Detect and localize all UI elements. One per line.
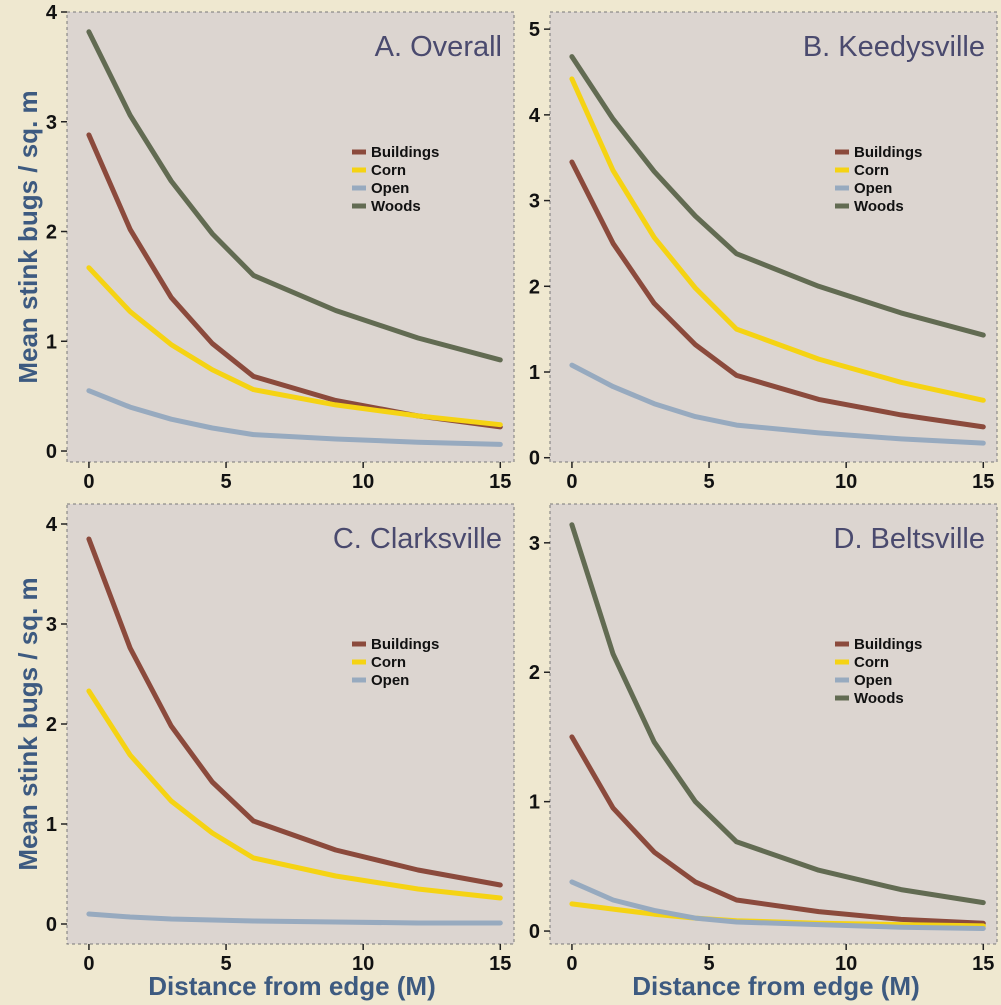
panel-a-series-open (86, 388, 503, 447)
panel-b-y-tick-label: 2 (529, 276, 540, 298)
panel-d-title: D. Beltsville (834, 523, 986, 555)
panel-c-series-corn (86, 688, 503, 901)
panel-d: D. Beltsville 0 1 2 3 0 5 10 15 BuildingsCornOpen… (529, 503, 998, 975)
panel-b-legend-label-corn: Corn (854, 162, 889, 179)
panel-b-y-tick-label: 5 (529, 19, 540, 41)
panel-b-y-tick-label: 3 (529, 191, 540, 213)
y-axis-label-bottom: Mean stink bugs / sq. m (13, 577, 43, 870)
panel-a-title: A. Overall (375, 31, 502, 63)
panel-a-y-tick-label: 1 (46, 331, 57, 353)
panel-a-legend-label-open: Open (371, 180, 409, 197)
panel-d-x-tick-label: 5 (703, 953, 714, 975)
panel-d-x-tick-label: 10 (835, 953, 857, 975)
panel-a-y-tick-label: 4 (46, 2, 58, 24)
panel-b-series-corn (569, 76, 986, 403)
panel-a-x-tick-label: 15 (489, 471, 511, 493)
panel-b-y-tick-label: 4 (529, 105, 541, 127)
panel-a-y-tick-label: 3 (46, 112, 57, 134)
panel-a-legend-label-woods: Woods (371, 198, 421, 215)
panel-b-x-tick-label: 5 (703, 471, 714, 493)
panel-b-y-tick-label: 0 (529, 448, 540, 470)
panel-c-title: C. Clarksville (333, 523, 502, 555)
panel-d-x-tick-label: 15 (972, 953, 994, 975)
panel-d-background (549, 503, 998, 945)
panel-b-legend-label-buildings: Buildings (854, 144, 922, 161)
panel-c-series-buildings (86, 536, 503, 888)
panel-a-y-tick-label: 0 (46, 441, 57, 463)
panel-a-x-tick-label: 10 (352, 471, 374, 493)
x-axis-label-left: Distance from edge (M) (148, 971, 436, 1001)
panel-d-series-woods (569, 522, 986, 906)
panel-c-y-tick-label: 2 (46, 714, 57, 736)
panel-c-legend-label-buildings: Buildings (371, 636, 439, 653)
panel-a-legend-label-corn: Corn (371, 162, 406, 179)
panel-c: C. Clarksville 0 1 2 3 4 0 5 10 15 BuildingsCornOp… (46, 503, 515, 975)
panel-c-y-tick-label: 3 (46, 614, 57, 636)
panel-a: A. Overall 0 1 2 3 4 0 5 10 15 BuildingsCornOpenWo… (46, 2, 515, 493)
panel-c-x-tick-label: 0 (83, 953, 94, 975)
panel-b-series-buildings (569, 159, 986, 430)
panel-d-legend-label-woods: Woods (854, 690, 904, 707)
panel-a-y-tick-label: 2 (46, 222, 57, 244)
panel-c-y-tick-label: 4 (46, 514, 58, 536)
panel-c-x-tick-label: 5 (220, 953, 231, 975)
panel-d-legend-label-open: Open (854, 672, 892, 689)
panel-a-series-woods (86, 29, 503, 363)
panel-a-series-corn (86, 265, 503, 428)
panel-d-series-buildings (569, 734, 986, 926)
y-axis-label-top: Mean stink bugs / sq. m (13, 90, 43, 383)
panel-d-y-tick-label: 0 (529, 921, 540, 943)
panel-c-x-tick-label: 15 (489, 953, 511, 975)
panel-a-x-tick-label: 0 (83, 471, 94, 493)
panel-d-y-tick-label: 3 (529, 533, 540, 555)
panel-b-x-tick-label: 15 (972, 471, 994, 493)
panel-c-y-tick-label: 1 (46, 814, 57, 836)
panel-a-legend-label-buildings: Buildings (371, 144, 439, 161)
panel-d-legend-label-corn: Corn (854, 654, 889, 671)
panel-c-legend-label-open: Open (371, 672, 409, 689)
panel-b-y-tick-label: 1 (529, 362, 540, 384)
panel-b-series-woods (569, 54, 986, 338)
panel-b: B. Keedysville 0 1 2 3 4 5 0 5 10 15 BuildingsCornO… (529, 11, 998, 493)
panel-a-x-tick-label: 5 (220, 471, 231, 493)
panel-c-legend-label-corn: Corn (371, 654, 406, 671)
panel-b-background (549, 11, 998, 463)
panel-d-y-tick-label: 2 (529, 662, 540, 684)
panel-c-x-tick-label: 10 (352, 953, 374, 975)
panel-c-background (66, 503, 515, 945)
panel-c-series-open (86, 911, 503, 926)
panel-d-y-tick-label: 1 (529, 792, 540, 814)
panel-c-y-tick-label: 0 (46, 914, 57, 936)
panel-d-legend-label-buildings: Buildings (854, 636, 922, 653)
panel-b-title: B. Keedysville (803, 31, 985, 63)
panel-b-legend-label-woods: Woods (854, 198, 904, 215)
panel-b-x-tick-label: 10 (835, 471, 857, 493)
x-axis-label-right: Distance from edge (M) (632, 971, 920, 1001)
panel-b-legend-label-open: Open (854, 180, 892, 197)
panel-b-series-open (569, 362, 986, 446)
panel-b-x-tick-label: 0 (566, 471, 577, 493)
panel-d-x-tick-label: 0 (566, 953, 577, 975)
panel-d-series-open (569, 879, 986, 931)
